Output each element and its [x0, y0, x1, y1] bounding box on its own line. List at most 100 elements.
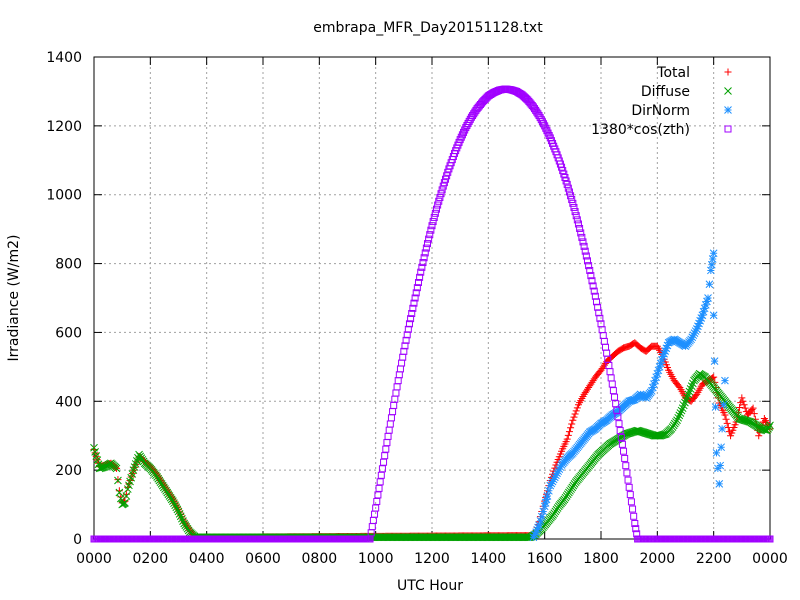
data-point: [709, 311, 718, 320]
data-point: [589, 282, 597, 290]
data-point: [738, 394, 746, 402]
data-point: [621, 454, 629, 462]
data-point: [695, 319, 703, 328]
data-point: [687, 382, 696, 390]
data-point: [565, 188, 573, 196]
data-point: [755, 432, 763, 440]
data-point: [565, 428, 573, 436]
data-point: [122, 492, 131, 500]
legend-label: Diffuse: [641, 84, 690, 100]
data-point: [176, 512, 185, 521]
data-point: [585, 262, 593, 270]
legend-marker: [724, 87, 732, 95]
data-point: [534, 523, 542, 532]
data-point: [124, 483, 132, 491]
data-point: [399, 353, 407, 361]
data-point: [582, 252, 590, 260]
data-point: [590, 287, 598, 295]
data-point: [710, 357, 719, 365]
data-point: [647, 387, 656, 395]
data-point: [613, 406, 621, 414]
data-point: [428, 222, 436, 230]
data-point: [460, 128, 468, 136]
data-point: [652, 373, 661, 382]
data-point: [740, 401, 748, 409]
data-point: [657, 356, 666, 364]
chart-title: embrapa_MFR_Day20151128.txt: [313, 20, 543, 36]
data-point: [721, 376, 729, 385]
data-point: [173, 505, 182, 514]
data-point: [629, 505, 637, 513]
data-point: [569, 416, 577, 424]
data-point: [608, 380, 616, 388]
data-point: [677, 406, 686, 415]
data-point: [568, 420, 576, 428]
data-point: [712, 449, 721, 457]
data-point: [630, 512, 638, 520]
data-point: [688, 333, 697, 342]
data-point: [532, 528, 541, 536]
data-point: [418, 263, 426, 271]
data-point: [660, 349, 668, 358]
data-point: [681, 398, 689, 407]
data-point: [700, 304, 709, 313]
data-point: [433, 205, 441, 213]
data-point: [648, 383, 657, 392]
data-point: [543, 127, 551, 135]
data-point: [170, 499, 178, 508]
data-point: [603, 349, 611, 357]
y-tick-label: 1400: [46, 50, 82, 66]
data-point: [631, 520, 639, 528]
data-point: [374, 491, 382, 499]
data-point: [750, 410, 758, 418]
data-point: [114, 476, 122, 484]
x-tick-label: 0000: [752, 551, 788, 567]
data-point: [618, 440, 626, 448]
data-point: [545, 131, 553, 139]
data-point: [570, 413, 578, 421]
data-point: [457, 133, 465, 141]
x-tick-labels: 0000 0200 0400 0600 0800 1000 1200 1400 1600 1800…: [76, 551, 788, 567]
x-tick-label: 0000: [76, 551, 112, 567]
data-point: [539, 507, 548, 516]
data-point: [426, 231, 434, 239]
data-point: [749, 404, 757, 412]
data-point: [687, 335, 695, 344]
data-point: [564, 431, 572, 439]
data-point: [436, 193, 444, 201]
y-tick-labels: 0 200 400 600 800 1000 1200 1400: [46, 50, 82, 548]
data-point: [435, 197, 443, 205]
data-point: [612, 400, 620, 408]
data-point: [568, 196, 576, 204]
data-point: [405, 320, 413, 328]
data-point: [380, 458, 388, 466]
series-layer: [90, 85, 774, 543]
y-tick-label: 1200: [46, 119, 82, 135]
grid: [94, 57, 770, 539]
data-point: [660, 430, 669, 439]
data-point: [389, 408, 397, 416]
data-point: [410, 299, 418, 307]
data-point: [654, 366, 663, 375]
data-point: [530, 530, 539, 539]
data-point: [716, 461, 725, 470]
data-point: [409, 304, 417, 312]
data-point: [715, 480, 724, 488]
data-point: [550, 473, 559, 482]
legend-marker: [724, 68, 732, 76]
data-point: [736, 403, 744, 411]
data-point: [398, 359, 406, 367]
x-tick-label: 1600: [527, 551, 563, 567]
data-point: [371, 510, 379, 518]
data-point: [708, 255, 717, 263]
data-point: [583, 257, 591, 265]
data-point: [541, 498, 550, 507]
data-point: [169, 497, 177, 505]
data-point: [425, 235, 433, 243]
data-point: [707, 260, 716, 269]
data-point: [766, 421, 774, 430]
data-point: [125, 480, 133, 488]
data-point: [701, 301, 710, 309]
data-point: [408, 309, 416, 317]
data-point: [382, 445, 390, 453]
